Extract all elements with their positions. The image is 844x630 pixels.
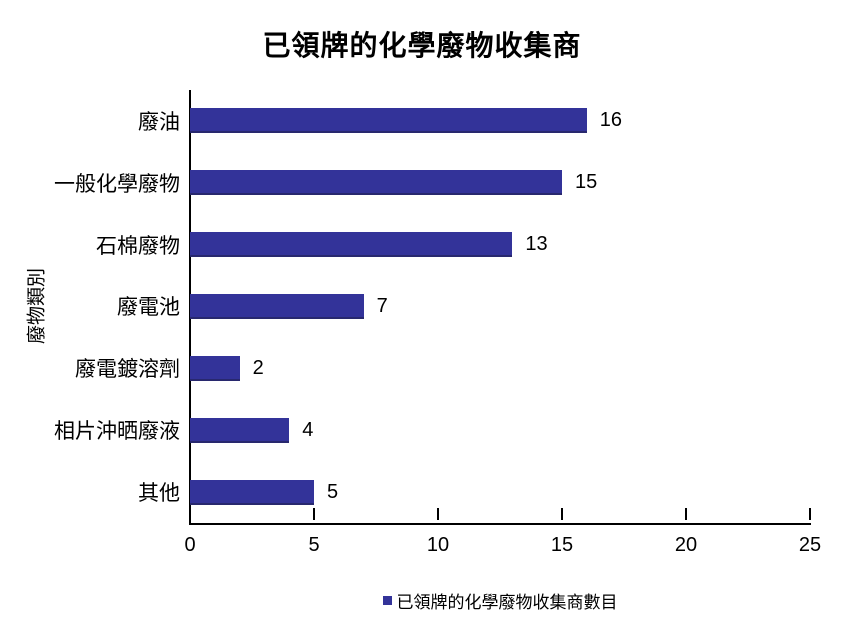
category-label: 廢電池 bbox=[117, 295, 180, 320]
chart-title: 已領牌的化學廢物收集商 bbox=[262, 31, 582, 62]
x-tick-label: 0 bbox=[184, 534, 196, 556]
bar bbox=[190, 294, 364, 319]
x-tick bbox=[685, 508, 687, 520]
x-axis-line bbox=[189, 523, 811, 525]
bar bbox=[190, 108, 587, 134]
x-tick bbox=[561, 508, 563, 520]
category-label: 一般化學廢物 bbox=[54, 171, 180, 196]
x-tick-label: 5 bbox=[308, 534, 320, 556]
x-tick-label: 25 bbox=[798, 534, 822, 556]
bar-value-label: 7 bbox=[376, 294, 388, 317]
category-label: 廢電鍍溶劑 bbox=[75, 357, 180, 382]
plot-area: 16 15 13 7 2 4 5 bbox=[190, 90, 810, 523]
x-tick bbox=[809, 508, 811, 520]
legend: 已領牌的化學廢物收集商數目 bbox=[190, 589, 810, 612]
bar bbox=[190, 355, 240, 381]
bar bbox=[190, 479, 314, 505]
bar-value-label: 5 bbox=[327, 480, 339, 503]
x-tick-label: 15 bbox=[550, 534, 574, 556]
bar bbox=[190, 417, 290, 443]
bar-value-label: 15 bbox=[575, 171, 598, 194]
x-tick bbox=[313, 508, 315, 520]
category-label: 其他 bbox=[138, 481, 180, 506]
legend-label: 已領牌的化學廢物收集商數目 bbox=[396, 592, 618, 612]
category-label: 相片沖晒廢液 bbox=[54, 419, 180, 444]
bar-value-label: 13 bbox=[525, 233, 548, 256]
x-tick-label: 20 bbox=[674, 534, 698, 556]
bar-value-label: 2 bbox=[252, 356, 264, 379]
x-tick bbox=[189, 508, 191, 520]
bar-value-label: 16 bbox=[599, 109, 623, 132]
bar bbox=[190, 170, 562, 196]
x-tick bbox=[437, 508, 439, 520]
bar bbox=[190, 232, 513, 258]
x-tick-label: 10 bbox=[426, 534, 450, 556]
category-label: 石棉廢物 bbox=[96, 233, 180, 258]
category-label: 廢油 bbox=[138, 109, 180, 134]
bar-value-label: 4 bbox=[302, 418, 314, 441]
legend-marker-icon bbox=[382, 595, 392, 605]
